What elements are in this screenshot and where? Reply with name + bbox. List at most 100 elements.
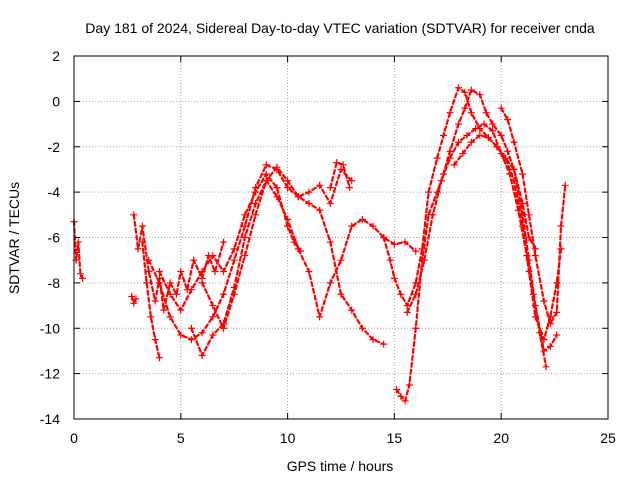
data-point-marker [326,199,334,207]
data-point-marker [273,163,281,171]
x-tick-label: 15 [387,430,403,446]
data-point-marker [262,170,270,178]
data-point-marker [138,222,146,230]
data-point-marker [187,336,195,344]
data-point-marker [557,222,565,230]
data-point-marker [79,274,87,282]
data-point-marker [412,247,420,255]
data-point-marker [418,245,426,253]
data-point-marker [446,109,454,117]
data-point-marker [450,161,458,169]
data-point-marker [433,154,441,162]
data-point-marker [348,306,356,314]
data-point-marker [316,206,324,214]
data-point-marker [305,188,313,196]
series-arc-13 [450,131,539,253]
data-point-marker [305,199,313,207]
data-point-marker [230,245,238,253]
data-point-marker [211,268,219,276]
x-tick-label: 20 [493,430,509,446]
data-point-marker [241,252,249,260]
data-point-marker [461,88,469,96]
x-tick-label: 25 [600,430,616,446]
series-line [190,179,417,357]
data-point-marker [412,324,420,332]
data-point-marker [294,245,302,253]
data-point-marker [209,313,217,321]
data-point-marker [130,211,138,219]
data-point-marker [390,274,398,282]
series-arc-1 [70,218,87,282]
data-point-marker [155,279,163,287]
data-point-marker [540,297,548,305]
series-arc-4 [138,238,163,362]
data-point-marker [561,181,569,189]
series-line [382,86,563,341]
data-point-marker [130,299,138,307]
series-line [406,122,548,368]
data-point-marker [480,120,488,128]
data-point-marker [128,292,136,300]
data-point-marker [504,116,512,124]
data-point-marker [339,161,347,169]
series-arc-5 [145,161,388,348]
data-point-marker [252,199,260,207]
data-point-marker [220,268,228,276]
data-point-marker [151,297,159,305]
data-point-marker [437,177,445,185]
data-point-marker [454,120,462,128]
series-line [500,107,567,325]
data-point-marker [198,279,206,287]
data-point-marker [294,193,302,201]
data-point-marker [546,320,554,328]
data-point-marker [463,131,471,139]
data-point-marker [553,279,561,287]
data-point-marker [546,342,554,350]
x-axis-label: GPS time / hours [287,458,394,474]
data-point-marker [76,270,84,278]
data-point-marker [145,256,153,264]
data-point-marker [523,252,531,260]
data-point-marker [155,268,163,276]
y-axis-label: SDTVAR / TECUs [6,182,22,294]
data-point-marker [273,193,281,201]
data-point-marker [425,188,433,196]
data-point-marker [74,238,82,246]
data-point-marker [446,154,454,162]
data-point-marker [358,215,366,223]
data-point-marker [467,86,475,94]
data-point-marker [461,104,469,112]
y-tick-label: -6 [48,230,61,246]
data-point-marker [536,329,544,337]
data-point-marker [348,222,356,230]
data-point-marker [497,104,505,112]
data-point-marker [284,215,292,223]
data-point-marker [476,131,484,139]
data-point-marker [497,131,505,139]
data-point-marker [401,238,409,246]
data-point-marker [510,138,518,146]
x-tick-label: 0 [70,430,78,446]
data-point-marker [467,138,475,146]
data-point-marker [397,392,405,400]
data-point-marker [459,150,467,158]
data-point-marker [454,138,462,146]
series-layer [70,84,569,405]
data-point-marker [177,331,185,339]
data-point-marker [187,324,195,332]
y-tick-label: 0 [52,93,60,109]
data-point-marker [333,159,341,167]
data-point-marker [326,238,334,246]
data-point-marker [241,211,249,219]
data-point-marker [209,302,217,310]
data-point-marker [209,331,217,339]
series-line [72,220,84,280]
data-point-marker [467,109,475,117]
data-point-marker [519,170,527,178]
data-point-marker [252,211,260,219]
data-point-marker [529,290,537,298]
y-tick-label: -12 [40,366,60,382]
data-point-marker [209,252,217,260]
data-point-marker [305,268,313,276]
data-point-marker [369,222,377,230]
